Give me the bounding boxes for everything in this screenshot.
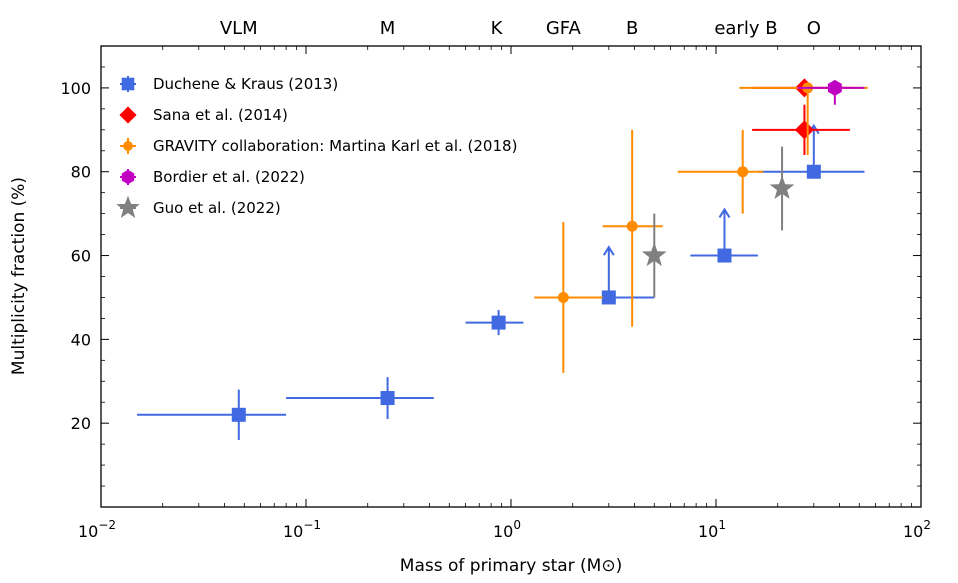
legend-label: GRAVITY collaboration: Martina Karl et a… — [153, 137, 517, 155]
legend-label: Sana et al. (2014) — [153, 106, 288, 124]
legend-item-bordier-et-al-2022: Bordier et al. (2022) — [120, 168, 305, 186]
series-gravity-collaboration-martina-karl-et-al-2018 — [534, 82, 868, 373]
circle-marker — [123, 141, 133, 151]
x-axis-label: Mass of primary star (M⊙) — [400, 556, 622, 576]
legend-item-gravity-collaboration-martina-karl-et-al-2018: GRAVITY collaboration: Martina Karl et a… — [120, 137, 517, 155]
x-tick-label: 102 — [903, 518, 931, 541]
spectral-class-k: K — [491, 18, 504, 39]
square-marker — [231, 407, 246, 422]
spectral-class-vlm: VLM — [220, 18, 258, 39]
series-duchene-kraus-2013 — [137, 123, 865, 440]
data-series — [137, 78, 868, 440]
y-tick-label: 80 — [71, 163, 91, 182]
y-tick-label: 40 — [71, 330, 91, 349]
spectral-class-b: B — [626, 18, 638, 39]
x-tick-label: 10−1 — [283, 518, 321, 541]
legend-label: Guo et al. (2022) — [153, 199, 281, 217]
hexagon-marker — [121, 169, 135, 185]
legend-item-sana-et-al-2014: Sana et al. (2014) — [119, 106, 288, 124]
square-marker — [380, 391, 395, 406]
lower-limit-arrow-head — [602, 245, 615, 256]
star-marker — [641, 242, 667, 267]
x-tick-label: 101 — [698, 518, 726, 541]
diamond-marker — [794, 120, 814, 140]
square-marker — [806, 164, 821, 179]
square-marker — [717, 248, 732, 263]
axis-ticks: 10−2 10−1 100 101 102 20 40 60 80 100 — [60, 46, 931, 541]
legend-label: Bordier et al. (2022) — [153, 168, 305, 186]
star-marker — [116, 195, 140, 218]
series-guo-et-al-2022 — [641, 146, 795, 298]
legend: Duchene & Kraus (2013) Sana et al. (2014)… — [116, 75, 517, 218]
spectral-class-m: M — [380, 18, 396, 39]
x-tick-label: 10−2 — [78, 518, 116, 541]
square-marker — [121, 77, 135, 91]
legend-item-duchene-kraus-2013: Duchene & Kraus (2013) — [120, 75, 338, 93]
circle-marker — [557, 291, 569, 303]
circle-marker — [626, 220, 638, 232]
y-tick-label: 20 — [71, 414, 91, 433]
square-marker — [491, 315, 506, 330]
circle-marker — [737, 166, 749, 178]
y-tick-label: 60 — [71, 247, 91, 266]
square-marker — [601, 290, 616, 305]
series-bordier-et-al-2022 — [797, 79, 865, 105]
spectral-class-o: O — [807, 18, 821, 39]
star-marker — [769, 175, 795, 199]
legend-label: Duchene & Kraus (2013) — [153, 75, 338, 93]
spectral-class-gfa: GFA — [546, 18, 582, 39]
spectral-class-early-b: early B — [714, 18, 777, 39]
diamond-marker — [119, 106, 137, 124]
y-axis-label: Multiplicity fraction (%) — [9, 177, 29, 375]
hexagon-marker — [827, 79, 842, 96]
y-tick-label: 100 — [60, 79, 91, 98]
legend-item-guo-et-al-2022: Guo et al. (2022) — [116, 195, 281, 218]
x-tick-label: 100 — [493, 518, 521, 541]
lower-limit-arrow-head — [718, 207, 731, 218]
